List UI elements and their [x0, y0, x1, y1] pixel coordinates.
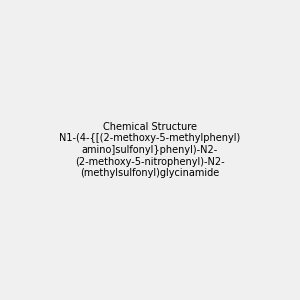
- Text: Chemical Structure
N1-(4-{[(2-methoxy-5-methylphenyl)
amino]sulfonyl}phenyl)-N2-: Chemical Structure N1-(4-{[(2-methoxy-5-…: [59, 122, 241, 178]
